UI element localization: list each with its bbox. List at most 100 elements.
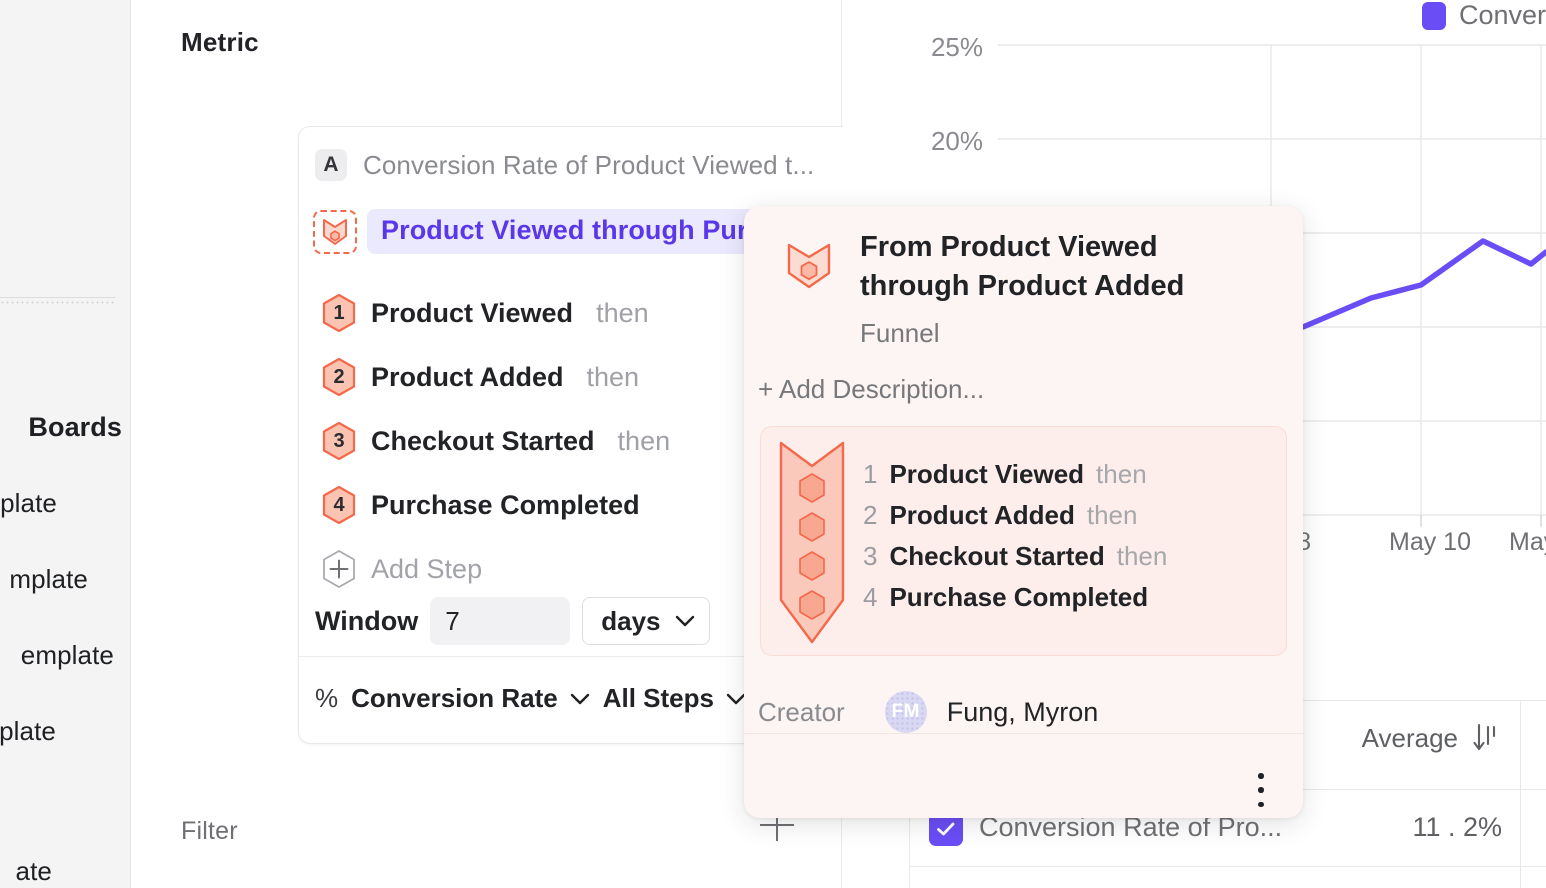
popup-title: From Product Viewed through Product Adde… <box>860 231 1185 302</box>
window-unit-label: days <box>601 605 661 636</box>
table-right-border <box>1520 700 1521 888</box>
metric-card-header[interactable]: A Conversion Rate of Product Viewed t... <box>315 149 814 181</box>
window-value-input[interactable] <box>430 597 571 645</box>
chevron-down-icon <box>726 693 746 704</box>
add-description-link[interactable]: + Add Description... <box>758 374 985 404</box>
measure-row: % Conversion Rate All Steps <box>315 683 746 714</box>
step-number: 4 <box>333 494 345 516</box>
add-step-button[interactable]: Add Step <box>321 549 482 589</box>
step-number: 1 <box>333 302 345 324</box>
step-label: Checkout Started <box>371 425 595 456</box>
funnel-shield-icon <box>786 228 832 349</box>
creator-user[interactable]: FM Fung, Myron <box>884 691 1099 733</box>
popup-step-name: Purchase Completed <box>889 582 1149 612</box>
popup-step-connector: then <box>1096 459 1147 489</box>
step-connector: then <box>586 361 640 392</box>
popup-step-connector: then <box>1116 541 1168 571</box>
popup-step-name: Product Added <box>889 500 1075 530</box>
popup-step-name: Product Viewed <box>889 459 1085 489</box>
popup-step-number: 4 <box>863 582 878 612</box>
step-number-hex-icon: 1 <box>321 293 357 333</box>
popup-step-row: 4 Purchase Completed <box>863 582 1167 623</box>
series-row-value: 11 . 2% <box>1412 812 1502 842</box>
step-label: Product Added <box>371 361 564 392</box>
add-filter-icon[interactable] <box>757 805 797 845</box>
average-column-header[interactable]: Average <box>1362 722 1502 754</box>
sidebar-item-template-5[interactable]: ate <box>15 856 52 886</box>
measure-label: Conversion Rate <box>351 683 558 713</box>
popup-step-row: 2 Product Added then <box>863 500 1167 541</box>
popup-step-number: 2 <box>863 500 878 530</box>
popup-step-row: 1 Product Viewed then <box>863 459 1167 500</box>
funnel-detail-popup: From Product Viewed through Product Adde… <box>744 206 1303 818</box>
step-number: 3 <box>333 430 345 452</box>
creator-label: Creator <box>758 696 845 727</box>
measure-select[interactable]: Conversion Rate <box>351 683 590 714</box>
popup-step-name: Checkout Started <box>889 541 1105 571</box>
popup-step-row: 3 Checkout Started then <box>863 541 1167 582</box>
sidebar-item-template-2[interactable]: mplate <box>9 564 88 594</box>
scope-select[interactable]: All Steps <box>603 683 746 714</box>
funnel-big-shield-icon <box>778 440 846 650</box>
metric-letter-badge: A <box>315 149 347 181</box>
y-tick-label: 25% <box>930 32 983 62</box>
metric-section-title: Metric <box>181 27 259 57</box>
funnel-step-3[interactable]: 3 Checkout Started then <box>321 421 670 461</box>
sidebar-divider <box>0 297 115 298</box>
step-label: Product Viewed <box>371 297 574 328</box>
chevron-down-icon <box>675 615 694 627</box>
popup-steps-box: 1 Product Viewed then 2 Product Added th… <box>760 426 1287 656</box>
metric-panel: Metric A Conversion Rate of Product View… <box>132 0 1060 888</box>
y-tick-label: 20% <box>930 126 983 156</box>
x-tick-label: May 10 <box>1389 528 1471 556</box>
step-number-hex-icon: 4 <box>321 485 357 525</box>
sidebar-item-template-4[interactable]: plate <box>0 716 56 746</box>
step-label: Purchase Completed <box>371 489 640 520</box>
check-icon <box>937 822 955 836</box>
funnel-shield-icon[interactable] <box>313 209 357 254</box>
step-number: 2 <box>333 366 345 388</box>
step-connector: then <box>617 425 671 456</box>
step-number-hex-icon: 2 <box>321 357 357 397</box>
legend-label: Conver <box>1458 0 1546 30</box>
sidebar-item-template-3[interactable]: emplate <box>20 640 114 670</box>
popup-divider <box>744 733 1303 734</box>
chart-legend[interactable]: Conver <box>1421 0 1546 31</box>
popup-subtitle: Funnel <box>860 318 940 349</box>
metric-name-text: Conversion Rate of Product Viewed t... <box>363 149 815 180</box>
avatar: FM <box>884 691 927 733</box>
sidebar-item-template-1[interactable]: plate <box>0 488 57 518</box>
plus-hex-icon <box>321 549 357 589</box>
popup-header: From Product Viewed through Product Adde… <box>786 228 1260 349</box>
scope-label: All Steps <box>602 683 714 713</box>
creator-name: Fung, Myron <box>946 696 1099 727</box>
series-line-conversion <box>1300 238 1546 330</box>
window-label: Window <box>315 605 419 636</box>
popup-step-number: 1 <box>863 459 878 489</box>
step-connector: then <box>596 297 649 328</box>
metric-card-divider <box>299 656 937 657</box>
sidebar-item-boards[interactable]: Boards <box>28 412 122 442</box>
table-bottom-border <box>909 866 1546 867</box>
chevron-down-icon <box>570 693 589 704</box>
filter-section-title: Filter <box>181 817 238 845</box>
creator-row: Creator FM Fung, Myron <box>758 691 1098 733</box>
funnel-step-1[interactable]: 1 Product Viewed then <box>321 293 649 333</box>
percent-icon: % <box>315 683 339 713</box>
kebab-menu-icon[interactable] <box>1249 773 1273 807</box>
window-row: Window days <box>315 597 710 645</box>
add-step-label: Add Step <box>371 553 483 584</box>
popup-step-connector: then <box>1086 500 1138 530</box>
funnel-step-2[interactable]: 2 Product Added then <box>321 357 639 397</box>
sidebar-dotted-divider <box>0 300 115 305</box>
left-sidebar: Boards plate mplate emplate plate ate <box>0 0 131 888</box>
step-number-hex-icon: 3 <box>321 421 357 461</box>
window-unit-select[interactable]: days <box>582 597 710 645</box>
average-label: Average <box>1361 722 1458 753</box>
legend-color-swatch <box>1421 1 1446 30</box>
sort-descending-icon <box>1473 723 1496 751</box>
popup-step-number: 3 <box>863 541 878 571</box>
popup-steps-list: 1 Product Viewed then 2 Product Added th… <box>863 459 1167 623</box>
funnel-step-4[interactable]: 4 Purchase Completed <box>321 485 663 525</box>
x-tick-label: May <box>1509 528 1546 556</box>
